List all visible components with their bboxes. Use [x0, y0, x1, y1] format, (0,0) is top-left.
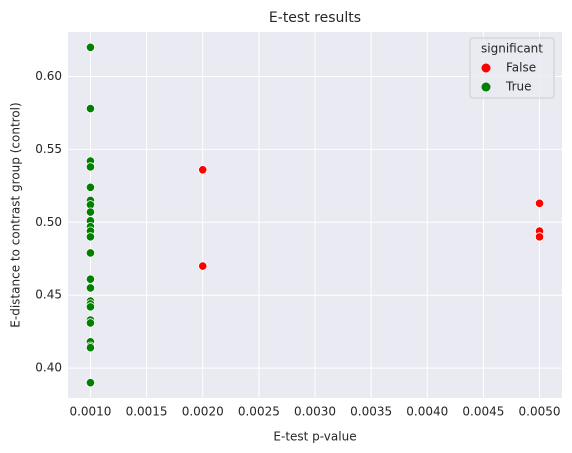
x-tick-label: 0.0020	[182, 405, 224, 419]
scatter-point	[198, 165, 208, 175]
scatter-point	[85, 302, 96, 312]
x-tick-label: 0.0040	[406, 405, 448, 419]
scatter-point	[85, 232, 96, 242]
legend-label: False	[506, 61, 536, 75]
legend-marker	[481, 82, 491, 92]
scatter-point	[85, 162, 96, 172]
x-tick-label: 0.0025	[238, 405, 280, 419]
y-tick-label: 0.40	[35, 361, 62, 375]
scatter-point	[85, 274, 96, 284]
x-tick-label: 0.0015	[126, 405, 168, 419]
y-tick-label: 0.60	[35, 69, 62, 83]
legend-marker	[481, 63, 491, 73]
scatter-point	[534, 232, 545, 242]
scatter-point	[85, 248, 96, 258]
scatter-point	[85, 378, 96, 388]
y-axis-label: E-distance to contrast group (control)	[9, 102, 23, 327]
legend-box	[469, 37, 555, 99]
y-tick-label: 0.50	[35, 215, 62, 229]
scatter-point	[85, 283, 96, 293]
x-tick-label: 0.0045	[462, 405, 504, 419]
scatter-point	[85, 207, 96, 217]
x-tick-label: 0.0050	[519, 405, 561, 419]
scatter-point	[198, 261, 208, 271]
x-tick-label: 0.0035	[350, 405, 392, 419]
y-tick-label: 0.45	[35, 288, 62, 302]
chart-title: E-test results	[269, 10, 361, 26]
legend-label: True	[505, 80, 532, 94]
scatter-point	[85, 103, 96, 114]
legend-title: significant	[481, 42, 543, 56]
scatter-point	[534, 198, 545, 208]
x-tick-label: 0.0030	[294, 405, 336, 419]
scatter-point	[85, 318, 96, 328]
scatter-point	[85, 343, 96, 353]
scatter-point	[85, 42, 96, 52]
scatter-point	[85, 182, 96, 192]
x-tick-label: 0.0010	[69, 405, 111, 419]
y-tick-label: 0.55	[35, 142, 62, 156]
x-axis-label: E-test p-value	[273, 430, 356, 444]
